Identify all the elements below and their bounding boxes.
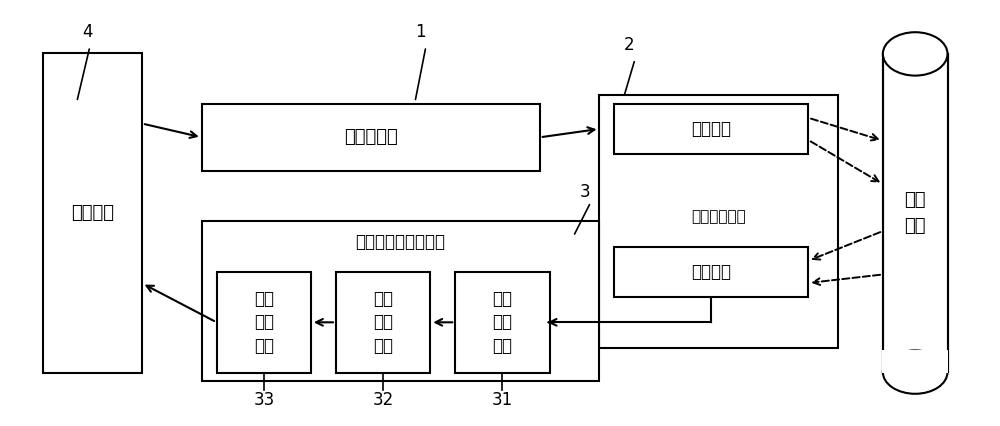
Bar	[614, 104, 808, 154]
Text: 电缆
接头: 电缆 接头	[904, 191, 926, 235]
Bar	[202, 222, 599, 381]
Bar	[883, 54, 948, 372]
Text: 2: 2	[624, 36, 635, 54]
Bar	[217, 272, 311, 373]
Bar	[882, 350, 948, 372]
Text: 信号发生器: 信号发生器	[344, 128, 398, 146]
Text: 4: 4	[82, 23, 93, 41]
Bar	[202, 104, 540, 171]
Bar	[336, 272, 430, 373]
Text: 33: 33	[253, 391, 274, 409]
Text: 3: 3	[579, 183, 590, 201]
Ellipse shape	[883, 351, 948, 394]
Text: 涡流检测探头: 涡流检测探头	[691, 209, 746, 224]
Ellipse shape	[883, 32, 948, 75]
Bar	[43, 53, 142, 373]
Text: 1: 1	[415, 23, 426, 41]
Text: 整流
滤波
电路: 整流 滤波 电路	[254, 290, 274, 355]
Text: 前置
增益
电路: 前置 增益 电路	[492, 290, 512, 355]
Text: 控制模块: 控制模块	[71, 204, 114, 222]
Text: 检测线圈: 检测线圈	[691, 263, 731, 281]
Bar	[455, 272, 550, 373]
Text: 激励线圈: 激励线圈	[691, 120, 731, 138]
Bar	[599, 95, 838, 348]
Bar	[614, 247, 808, 297]
Text: 31: 31	[492, 391, 513, 409]
Text: 32: 32	[373, 391, 394, 409]
Text: 数据采集与处理模块: 数据采集与处理模块	[356, 233, 446, 251]
Text: 相敏
检波
电路: 相敏 检波 电路	[373, 290, 393, 355]
